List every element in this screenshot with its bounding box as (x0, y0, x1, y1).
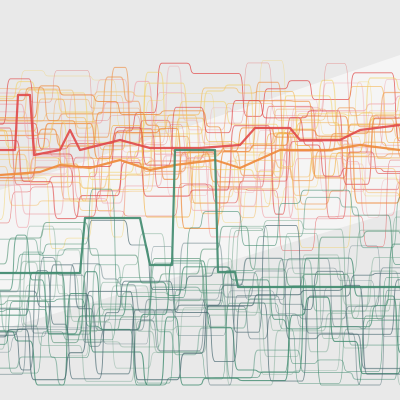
artwork-canvas (0, 0, 400, 400)
artwork-svg (0, 0, 400, 400)
